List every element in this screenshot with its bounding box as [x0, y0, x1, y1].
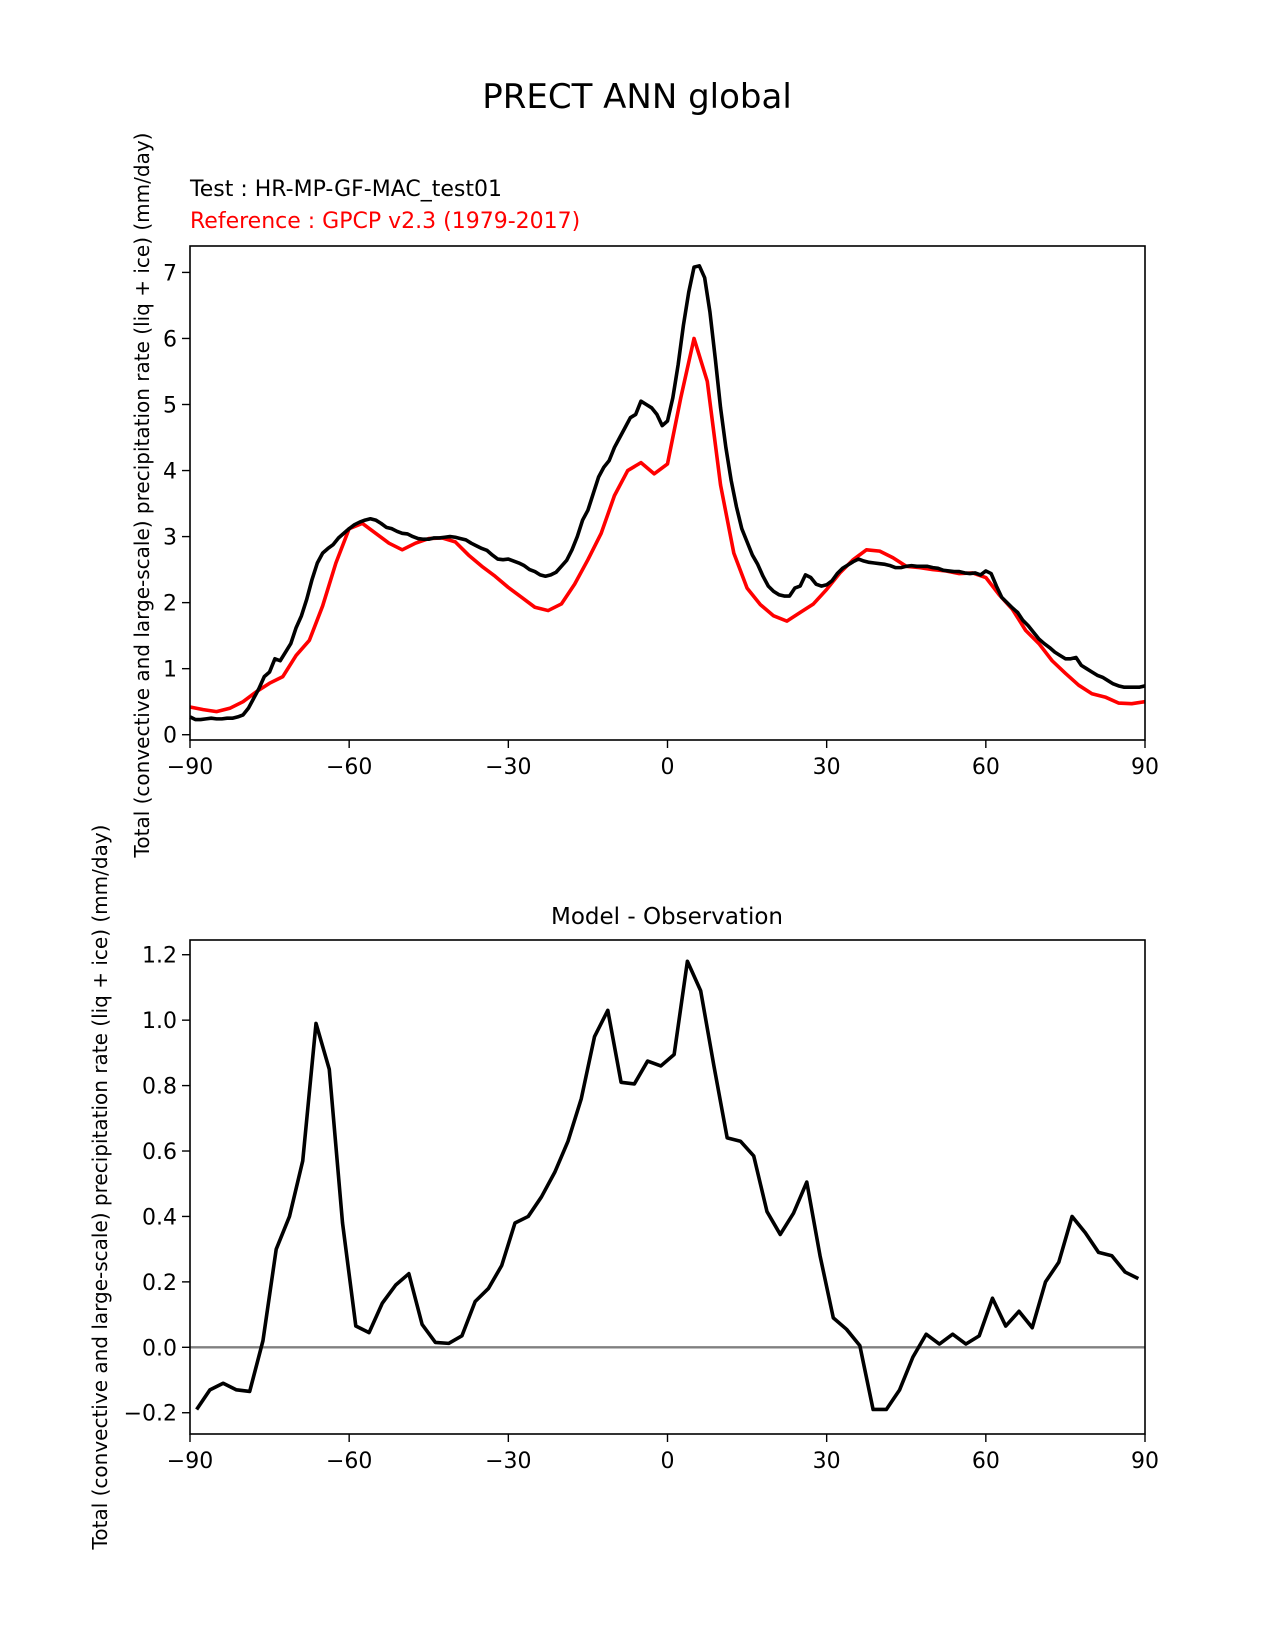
top-y-tick-label: 1: [163, 658, 177, 683]
bottom-y-tick-label: 0.6: [142, 1140, 177, 1165]
top-y-tick-label: 3: [163, 526, 177, 551]
top-x-tick-label: 30: [813, 755, 841, 780]
bottom-series-line-test: [195, 959, 1140, 1412]
bottom-x-tick-label: −90: [167, 1449, 213, 1474]
bottom-series: [195, 959, 1140, 1412]
bottom-x-tick-label: −60: [326, 1449, 372, 1474]
top-plot-frame: [189, 245, 1146, 741]
bottom-y-tick-label: 1.2: [142, 944, 177, 969]
top-y-tick-label: 6: [163, 327, 177, 352]
bottom-y-tick-label: 0.8: [142, 1075, 177, 1100]
bottom-x-tick-label: 30: [813, 1449, 841, 1474]
y-axis-label-top: Total (convective and large-scale) preci…: [130, 133, 154, 859]
reference-label: Reference : GPCP v2.3 (1979-2017): [190, 209, 580, 234]
top-y-tick-label: 0: [163, 724, 177, 749]
bottom-y-tick-label: 0.4: [142, 1205, 177, 1230]
bottom-x-tick-label: 60: [972, 1449, 1000, 1474]
top-x-tick-label: −90: [167, 755, 213, 780]
bottom-ticks: −90 −60 −30 0 30 60 90 −0.2 0.0 0.2 0.4 0.6 0.8 1.0 1.…: [124, 944, 1159, 1474]
bottom-y-tick-label: 0.2: [142, 1271, 177, 1296]
figure-title: PRECT ANN global: [482, 77, 792, 117]
top-ticks: −90 −60 −30 0 30 60 90 0 1 2 3 4 5 6 7: [163, 261, 1159, 780]
y-axis-label-bottom: Total (convective and large-scale) preci…: [88, 825, 112, 1551]
diff-panel-title: Model - Observation: [551, 904, 783, 930]
bottom-x-tick-label: 90: [1131, 1449, 1159, 1474]
top-x-tick-label: 60: [972, 755, 1000, 780]
bottom-y-tick-label: 0.0: [142, 1336, 177, 1361]
bottom-x-tick-label: −30: [485, 1449, 531, 1474]
bottom-plot-frame: [189, 939, 1146, 1435]
top-x-tick-label: 90: [1131, 755, 1159, 780]
top-x-tick-label: 0: [661, 755, 675, 780]
bottom-panel: Model - Observation Total (convective an…: [88, 825, 1159, 1551]
test-label: Test : HR-MP-GF-MAC_test01: [189, 177, 502, 202]
top-series-line-test: [189, 264, 1146, 722]
top-y-tick-label: 7: [163, 261, 177, 286]
bottom-x-tick-label: 0: [661, 1449, 675, 1474]
bottom-y-tick-label: −0.2: [124, 1402, 177, 1427]
top-y-tick-label: 5: [163, 394, 177, 419]
top-y-tick-label: 4: [163, 460, 177, 485]
top-series: [189, 264, 1146, 722]
top-series-line-reference: [189, 336, 1146, 714]
bottom-y-tick-label: 1.0: [142, 1009, 177, 1034]
top-panel: Test : HR-MP-GF-MAC_test01 Reference : G…: [130, 133, 1159, 859]
top-y-tick-label: 2: [163, 592, 177, 617]
top-x-tick-label: −60: [326, 755, 372, 780]
top-x-tick-label: −30: [485, 755, 531, 780]
